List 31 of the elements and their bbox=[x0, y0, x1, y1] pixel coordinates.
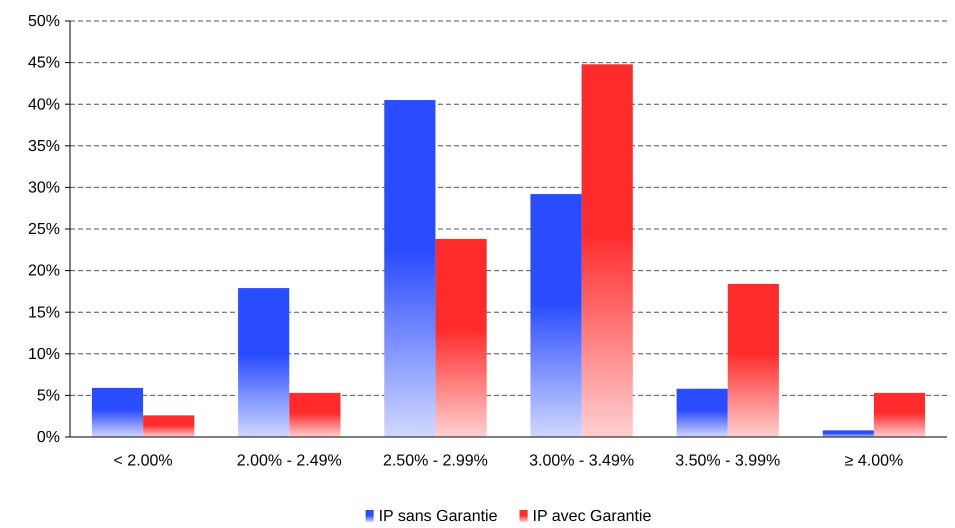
bar bbox=[289, 392, 340, 437]
x-tick-label: 3.50% - 3.99% bbox=[675, 452, 780, 470]
x-tick-label: 3.00% - 3.49% bbox=[529, 452, 634, 470]
y-tick-label: 15% bbox=[28, 304, 60, 322]
bar bbox=[143, 415, 194, 437]
bar bbox=[582, 64, 633, 437]
x-tick-label: < 2.00% bbox=[114, 452, 173, 470]
y-tick-label: 50% bbox=[28, 13, 60, 30]
y-tick-label: 0% bbox=[36, 429, 60, 446]
bar bbox=[530, 194, 582, 437]
x-tick-label: 2.50% - 2.99% bbox=[382, 452, 488, 470]
legend-label: IP avec Garantie bbox=[532, 508, 652, 525]
y-tick-label: 20% bbox=[28, 262, 60, 280]
bar bbox=[92, 388, 144, 437]
y-tick-label: 10% bbox=[28, 346, 60, 363]
y-tick-label: 25% bbox=[28, 221, 60, 238]
x-tick-label: 2.00% - 2.49% bbox=[236, 452, 342, 470]
bar bbox=[676, 388, 728, 437]
bar bbox=[874, 392, 926, 437]
bar bbox=[435, 238, 487, 437]
bar bbox=[238, 288, 290, 437]
y-tick-label: 5% bbox=[36, 388, 60, 405]
y-tick-label: 45% bbox=[28, 54, 60, 72]
bar bbox=[822, 430, 874, 437]
bar bbox=[728, 284, 779, 437]
bar bbox=[384, 100, 436, 437]
y-tick-label: 35% bbox=[28, 138, 60, 155]
y-tick-label: 30% bbox=[28, 180, 60, 197]
x-tick-label: ≥ 4.00% bbox=[844, 452, 904, 470]
legend-label: IP sans Garantie bbox=[378, 508, 498, 525]
y-tick-label: 40% bbox=[28, 96, 60, 114]
